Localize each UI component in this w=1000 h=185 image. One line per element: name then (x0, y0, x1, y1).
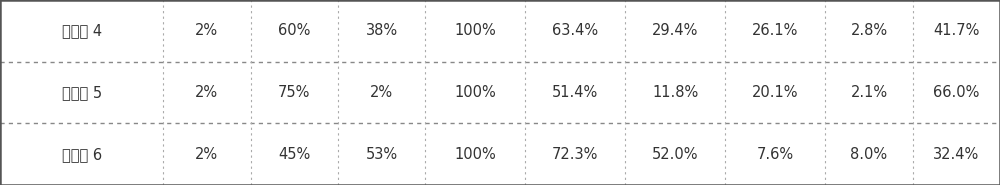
Text: 20.1%: 20.1% (752, 85, 799, 100)
Text: 29.4%: 29.4% (652, 23, 698, 38)
Text: 75%: 75% (278, 85, 310, 100)
Text: 60%: 60% (278, 23, 310, 38)
Text: 63.4%: 63.4% (552, 23, 598, 38)
Text: 52.0%: 52.0% (652, 147, 699, 162)
Text: 26.1%: 26.1% (752, 23, 798, 38)
Text: 38%: 38% (366, 23, 398, 38)
Text: 2%: 2% (195, 85, 218, 100)
Text: 实施例 4: 实施例 4 (62, 23, 102, 38)
Text: 41.7%: 41.7% (933, 23, 980, 38)
Text: 实施例 6: 实施例 6 (62, 147, 102, 162)
Text: 2%: 2% (195, 23, 218, 38)
Text: 2.1%: 2.1% (850, 85, 888, 100)
Text: 72.3%: 72.3% (552, 147, 598, 162)
Text: 53%: 53% (366, 147, 398, 162)
Text: 100%: 100% (454, 85, 496, 100)
Text: 8.0%: 8.0% (850, 147, 888, 162)
Text: 32.4%: 32.4% (933, 147, 979, 162)
Text: 2%: 2% (370, 85, 393, 100)
Text: 100%: 100% (454, 147, 496, 162)
Text: 7.6%: 7.6% (757, 147, 794, 162)
Text: 100%: 100% (454, 23, 496, 38)
Text: 66.0%: 66.0% (933, 85, 980, 100)
Text: 实施例 5: 实施例 5 (62, 85, 102, 100)
Text: 2%: 2% (195, 147, 218, 162)
Text: 2.8%: 2.8% (850, 23, 888, 38)
Text: 51.4%: 51.4% (552, 85, 598, 100)
Text: 11.8%: 11.8% (652, 85, 698, 100)
Text: 45%: 45% (278, 147, 310, 162)
